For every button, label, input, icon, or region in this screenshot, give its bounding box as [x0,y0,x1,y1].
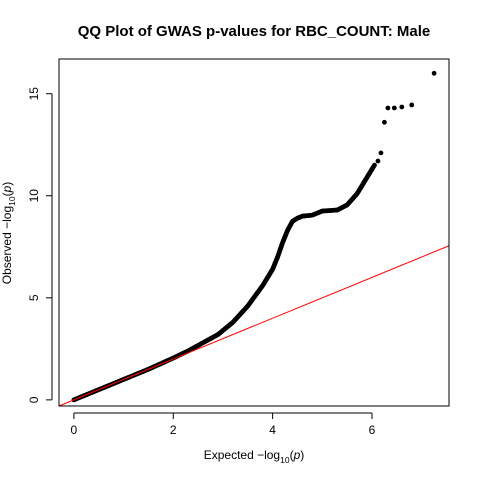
x-axis-label-close: ) [300,448,304,462]
y-axis: 0 5 10 15 [27,87,53,403]
reference-line [58,245,450,407]
x-axis-label-var: p [293,448,301,462]
x-tick-label: 0 [71,423,78,437]
y-axis-label: Observed −log10(p) [0,182,17,285]
plot-frame [58,58,450,407]
data-point [391,105,397,111]
x-tick-label: 4 [269,423,276,437]
y-axis-label-var: p [0,185,14,193]
y-axis-label-subscript: 10 [7,196,17,206]
x-tick-label: 2 [170,423,177,437]
data-point [385,105,391,111]
data-point [372,162,377,168]
y-axis-label-open: ( [0,192,14,196]
x-axis-label-subscript: 10 [280,455,290,465]
y-tick-label: 0 [27,396,41,403]
y-tick-label: 5 [27,294,41,301]
x-axis-label: Expected −log10(p) [204,448,305,465]
x-axis: 0 2 4 6 [71,412,376,437]
data-point [399,104,405,110]
x-axis-label-open: ( [290,448,294,462]
y-tick-label: 15 [27,87,41,101]
y-tick-label: 10 [27,189,41,203]
y-axis-label-close: ) [0,182,14,186]
chart-title: QQ Plot of GWAS p-values for RBC_COUNT: … [78,23,431,40]
x-tick-label: 6 [369,423,376,437]
x-axis-label-prefix: Expected −log [204,448,280,462]
y-axis-label-prefix: Observed −log [0,206,14,284]
data-point [375,158,381,164]
data-point [431,70,437,76]
data-point [382,119,387,125]
data-point [378,150,384,156]
data-point [409,102,415,108]
